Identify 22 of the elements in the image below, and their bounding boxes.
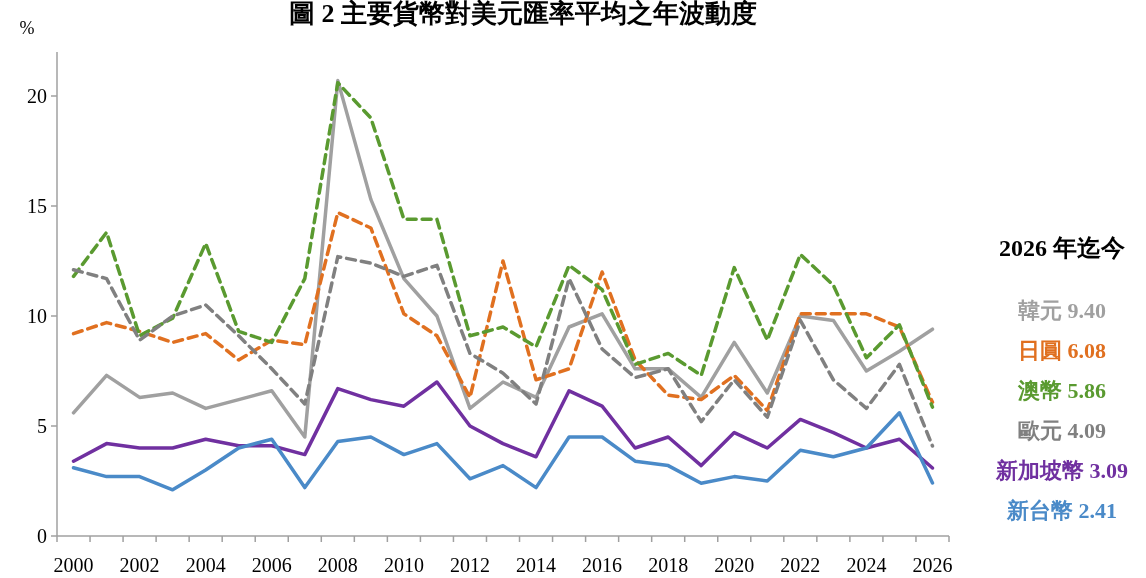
- x-tick-label: 2008: [317, 554, 358, 576]
- y-tick-label: 10: [27, 305, 47, 327]
- x-tick-label: 2004: [185, 554, 226, 576]
- y-tick-label: 15: [27, 195, 47, 217]
- x-tick-label: 2024: [846, 554, 887, 576]
- x-tick-label: 2010: [383, 554, 424, 576]
- y-tick-label: 0: [37, 525, 47, 547]
- x-tick-label: 2026: [912, 554, 953, 576]
- x-tick-label: 2014: [516, 554, 557, 576]
- x-tick-label: 2000: [53, 554, 94, 576]
- x-tick-label: 2022: [780, 554, 821, 576]
- x-tick-label: 2006: [251, 554, 292, 576]
- y-tick-label: 5: [37, 415, 47, 437]
- legend: 2026 年迄今 韓元 9.40 日圓 6.08 澳幣 5.86 歐元 4.09 新加坡幣 3.09 新台幣 2.41: [996, 235, 1128, 523]
- x-tick-label: 2018: [648, 554, 689, 576]
- y-axis-title: %: [19, 18, 35, 38]
- chart-title: 圖 2 主要貨幣對美元匯率平均之年波動度: [289, 0, 757, 28]
- x-tick-label: 2012: [449, 554, 490, 576]
- x-tick-label: 2016: [582, 554, 623, 576]
- x-tick-label: 2020: [714, 554, 755, 576]
- x-tick-label: 2002: [119, 554, 160, 576]
- y-tick-label: 20: [27, 85, 47, 107]
